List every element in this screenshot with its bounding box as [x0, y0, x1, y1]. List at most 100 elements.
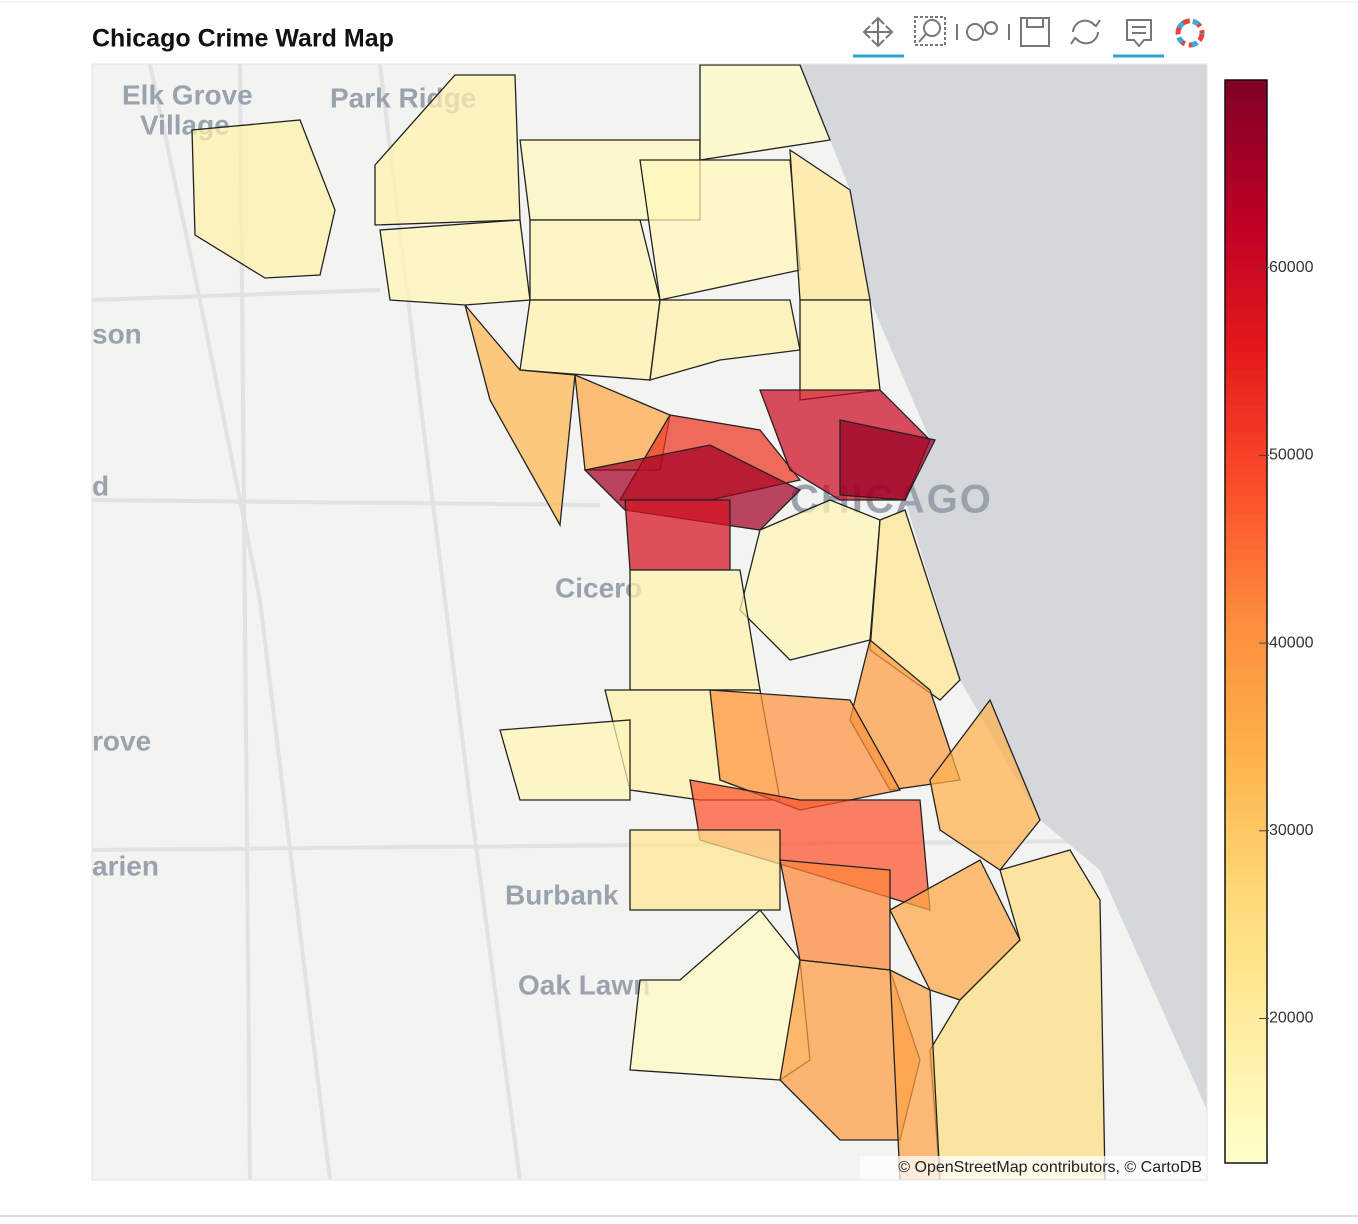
ward — [649, 299, 801, 381]
lake — [800, 64, 1207, 1110]
colorbar-step — [1225, 134, 1267, 144]
place-label: Cicero — [555, 572, 642, 603]
ward — [374, 74, 521, 226]
place-label: d — [92, 470, 109, 501]
colorbar-step — [1225, 973, 1267, 984]
colorbar-step — [1225, 901, 1267, 911]
colorbar-step — [1225, 260, 1267, 271]
colorbar-step — [1225, 233, 1267, 244]
colorbar-step — [1225, 441, 1267, 451]
colorbar-step — [1225, 630, 1267, 641]
wheel-zoom-tool[interactable] — [956, 21, 998, 41]
colorbar-step — [1225, 341, 1267, 352]
colorbar-step — [1225, 422, 1267, 433]
colorbar-step — [1225, 675, 1267, 686]
colorbar-step — [1225, 666, 1267, 677]
colorbar-step — [1225, 431, 1267, 442]
colorbar-step — [1225, 143, 1267, 153]
ward — [464, 304, 576, 528]
colorbar-step — [1225, 413, 1267, 424]
colorbar-step — [1225, 991, 1267, 1002]
place-label: Oak Lawn — [518, 969, 650, 1000]
colorbar-step — [1225, 477, 1267, 487]
ward — [379, 219, 531, 306]
colorbar-step — [1225, 738, 1267, 749]
colorbar-step — [1225, 116, 1267, 126]
colorbar-step — [1225, 161, 1267, 171]
colorbar-step — [1225, 937, 1267, 947]
bokeh-logo[interactable] — [1175, 18, 1205, 48]
colorbar-step — [1225, 1144, 1267, 1155]
colorbar-step — [1225, 946, 1267, 957]
colorbar-step — [1225, 684, 1267, 695]
colorbar-step — [1225, 1063, 1267, 1074]
colorbar-step — [1225, 865, 1267, 875]
colorbar-step — [1225, 206, 1267, 216]
pan-tool[interactable] — [853, 16, 904, 58]
colorbar-tick-label: 60000 — [1269, 259, 1314, 276]
colorbar-step — [1225, 558, 1267, 568]
colorbar-step — [1225, 648, 1267, 659]
colorbar-step — [1225, 125, 1267, 135]
colorbar-step — [1225, 98, 1267, 108]
box-zoom-tool[interactable] — [914, 16, 946, 46]
colorbar-step — [1225, 820, 1267, 830]
colorbar-step — [1225, 368, 1267, 379]
ward — [629, 829, 781, 911]
ward — [191, 119, 336, 279]
colorbar-step — [1225, 1027, 1267, 1038]
colorbar-step — [1225, 450, 1267, 460]
colorbar-step — [1225, 783, 1267, 794]
ward — [499, 719, 631, 801]
ward — [929, 698, 1041, 871]
colorbar-step — [1225, 323, 1267, 334]
colorbar-step — [1225, 152, 1267, 162]
ward — [624, 499, 731, 571]
colorbar-step — [1225, 549, 1267, 559]
colorbar-step — [1225, 612, 1267, 623]
colorbar-step — [1225, 1045, 1267, 1056]
colorbar-step — [1225, 594, 1267, 605]
reset-tool[interactable] — [1070, 19, 1101, 45]
colorbar-step — [1225, 756, 1267, 767]
colorbar-step — [1225, 486, 1267, 496]
ward — [929, 849, 1106, 1180]
colorbar-step — [1225, 847, 1267, 857]
colorbar-step — [1225, 982, 1267, 993]
colorbar-step — [1225, 1081, 1267, 1092]
colorbar-step — [1225, 179, 1267, 189]
colorbar-tick-label: 20000 — [1269, 1010, 1314, 1027]
colorbar-step — [1225, 1153, 1267, 1164]
colorbar-step — [1225, 1054, 1267, 1065]
ward — [889, 968, 941, 1180]
ward — [699, 64, 831, 161]
colorbar-step — [1225, 188, 1267, 198]
hover-tool[interactable] — [1113, 19, 1164, 58]
colorbar-step — [1225, 1090, 1267, 1101]
colorbar-step — [1225, 603, 1267, 614]
colorbar-step — [1225, 883, 1267, 893]
colorbar-step — [1225, 89, 1267, 99]
colorbar-step — [1225, 1126, 1267, 1137]
place-label: son — [92, 318, 142, 349]
chart-title: Chicago Crime Ward Map — [92, 25, 394, 53]
colorbar-step — [1225, 1117, 1267, 1128]
colorbar-step — [1225, 314, 1267, 325]
map-frame — [91, 63, 1208, 1181]
colorbar-step — [1225, 495, 1267, 505]
colorbar-step — [1225, 811, 1267, 821]
colorbar-frame — [1224, 79, 1268, 1164]
place-label: Burbank — [505, 879, 619, 910]
colorbar-step — [1225, 395, 1267, 406]
ward — [529, 219, 661, 301]
colorbar-step — [1225, 720, 1267, 731]
colorbar-step — [1225, 305, 1267, 316]
colorbar-step — [1225, 359, 1267, 370]
colorbar-step — [1225, 964, 1267, 975]
save-tool[interactable] — [1008, 17, 1050, 47]
colorbar-step — [1225, 711, 1267, 722]
colorbar-step — [1225, 224, 1267, 235]
ward — [839, 419, 936, 501]
colorbar-step — [1225, 332, 1267, 343]
